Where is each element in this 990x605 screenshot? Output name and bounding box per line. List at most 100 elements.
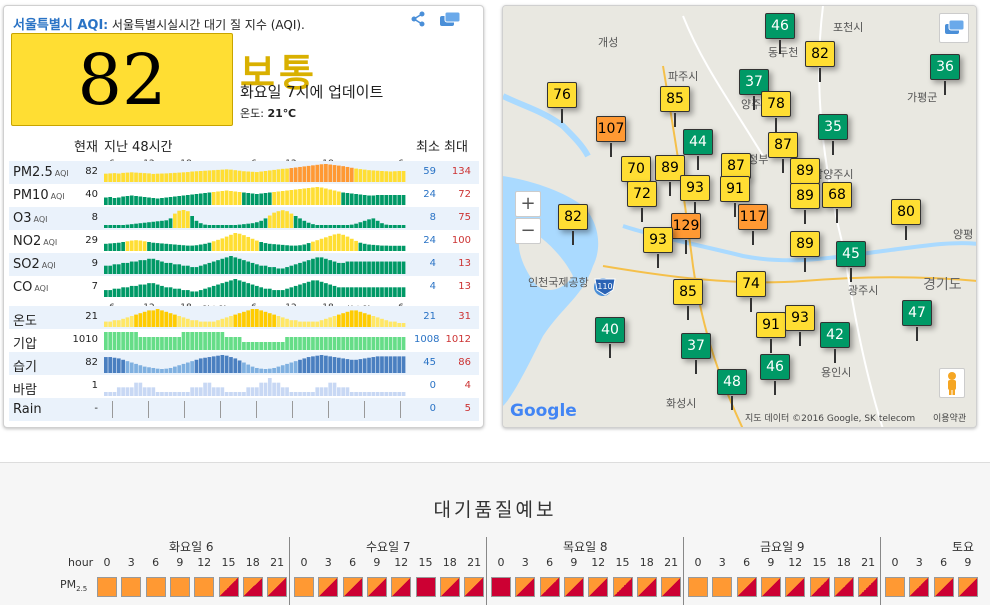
forecast-pm25-cell[interactable] [885, 577, 905, 597]
station-marker[interactable]: 117 [738, 204, 768, 245]
station-marker[interactable]: 45 [836, 241, 866, 282]
history-row[interactable]: CO AQI 7 4 13 [9, 276, 479, 299]
history-row[interactable]: 기압 1010 1008 1012 [9, 329, 479, 352]
history-row[interactable]: SO2 AQI 9 4 13 [9, 253, 479, 276]
history-row[interactable]: O3 AQI 8 8 75 [9, 207, 479, 230]
forecast-pm25-cell[interactable] [736, 577, 757, 597]
station-marker[interactable]: 78 [761, 91, 791, 132]
forecast-pm25-cell[interactable] [97, 577, 117, 597]
station-marker[interactable]: 44 [683, 129, 713, 170]
forecast-pm25-cell[interactable] [957, 577, 978, 597]
forecast-pm25-cell[interactable] [218, 577, 239, 597]
history-row[interactable]: NO2 AQI 29 24 100 [9, 230, 479, 253]
station-marker[interactable]: 85 [673, 279, 703, 320]
forecast-hour: 15 [615, 556, 630, 569]
station-marker[interactable]: 87 [768, 132, 798, 173]
forecast-pm25-cell[interactable] [809, 577, 830, 597]
station-marker[interactable]: 85 [660, 86, 690, 127]
station-marker[interactable]: 36 [930, 54, 960, 95]
forecast-pm25-cell[interactable] [563, 577, 584, 597]
station-marker[interactable]: 70 [621, 156, 651, 197]
station-marker[interactable]: 47 [902, 300, 932, 341]
station-marker[interactable]: 46 [765, 13, 795, 54]
station-marker[interactable]: 91 [756, 312, 786, 353]
forecast-pm25-cell[interactable] [242, 577, 263, 597]
station-marker[interactable]: 89 [790, 158, 820, 199]
forecast-pm25-cell[interactable] [464, 577, 485, 597]
forecast-pm25-cell[interactable] [588, 577, 609, 597]
station-marker[interactable]: 37 [739, 69, 769, 110]
forecast-pm25-cell[interactable] [318, 577, 339, 597]
forecast-pm25-cell[interactable] [688, 577, 708, 597]
forecast-pm25-cell[interactable] [439, 577, 460, 597]
station-marker[interactable]: 74 [736, 271, 766, 312]
forecast-pm25-cell[interactable] [661, 577, 682, 597]
forecast-pm25-cell[interactable] [121, 577, 142, 597]
station-marker[interactable]: 76 [547, 82, 577, 123]
station-marker[interactable]: 46 [760, 354, 790, 395]
station-marker[interactable]: 89 [655, 155, 685, 196]
station-marker[interactable]: 93 [785, 305, 815, 346]
station-marker[interactable]: 82 [805, 41, 835, 82]
history-row[interactable]: PM2.5 AQI 82 59 134 [9, 161, 479, 184]
forecast-pm25-cell[interactable] [342, 577, 363, 597]
forecast-pm25-cell[interactable] [294, 577, 314, 597]
station-marker[interactable]: 93 [643, 227, 673, 268]
forecast-pm25-cell[interactable] [909, 577, 930, 597]
zoom-out-button[interactable]: − [515, 218, 541, 244]
station-marker[interactable]: 40 [595, 317, 625, 358]
history-bar [255, 222, 259, 228]
aqi-map[interactable]: 개성 포천시 동두천 파주시 양주 가평군 의정부 남양주시 인천국제공항 광주… [502, 5, 977, 428]
forecast-pm25-cell[interactable] [712, 577, 733, 597]
history-row[interactable]: 온도 21 21 31 [9, 306, 479, 329]
forecast-pm25-cell[interactable] [391, 577, 412, 597]
station-marker[interactable]: 89 [790, 231, 820, 272]
forecast-pm25-cell[interactable] [194, 577, 215, 597]
widget-icon[interactable] [439, 10, 461, 28]
map-terms-link[interactable]: 이용약관 [933, 414, 967, 424]
forecast-pm25-cell[interactable] [636, 577, 657, 597]
place-label: 남양주시 [813, 168, 854, 181]
history-bar [250, 238, 255, 251]
station-marker[interactable]: 72 [627, 181, 657, 222]
forecast-pm25-cell[interactable] [933, 577, 954, 597]
forecast-pm25-cell[interactable] [858, 577, 879, 597]
station-marker[interactable]: 82 [558, 204, 588, 245]
forecast-pm25-cell[interactable] [366, 577, 387, 597]
forecast-pm25-cell[interactable] [833, 577, 854, 597]
forecast-pm25-cell[interactable] [415, 577, 436, 597]
forecast-pm25-cell[interactable] [491, 577, 511, 597]
forecast-pm25-cell[interactable] [267, 577, 288, 597]
forecast-pm25-cell[interactable] [169, 577, 190, 597]
station-marker[interactable]: 48 [717, 369, 747, 410]
station-marker[interactable]: 91 [720, 176, 750, 217]
history-bar [185, 211, 190, 228]
station-marker[interactable]: 89 [790, 183, 820, 224]
history-bar [336, 233, 341, 251]
history-row[interactable]: 습기 82 45 86 [9, 352, 479, 375]
history-row[interactable]: Rain - 0 5 [9, 398, 479, 421]
forecast-pm25-cell[interactable] [760, 577, 781, 597]
history-row[interactable]: PM10 AQI 40 24 72 [9, 184, 479, 207]
forecast-pm25-cell[interactable] [515, 577, 536, 597]
zoom-in-button[interactable]: + [515, 191, 541, 217]
forecast-pm25-cell[interactable] [539, 577, 560, 597]
widget-icon[interactable] [939, 13, 969, 43]
station-marker[interactable]: 107 [596, 116, 626, 157]
history-row[interactable]: 바람 1 0 4 [9, 375, 479, 398]
station-marker[interactable]: 35 [818, 114, 848, 155]
city-aqi-link[interactable]: 서울특별시 AQI [13, 18, 104, 33]
station-marker[interactable]: 129 [671, 213, 701, 254]
forecast-pm25-cell[interactable] [612, 577, 633, 597]
station-marker[interactable]: 93 [680, 175, 710, 216]
station-marker[interactable]: 80 [891, 199, 921, 240]
forecast-pm25-cell[interactable] [785, 577, 806, 597]
share-icon[interactable] [409, 10, 429, 28]
station-marker[interactable]: 37 [681, 333, 711, 374]
history-bar [341, 166, 345, 182]
forecast-pm25-cell[interactable] [145, 577, 166, 597]
street-view-pegman-icon[interactable] [939, 368, 965, 398]
station-marker[interactable]: 42 [820, 322, 850, 363]
station-marker[interactable]: 68 [822, 182, 852, 223]
history-bar [289, 190, 294, 205]
